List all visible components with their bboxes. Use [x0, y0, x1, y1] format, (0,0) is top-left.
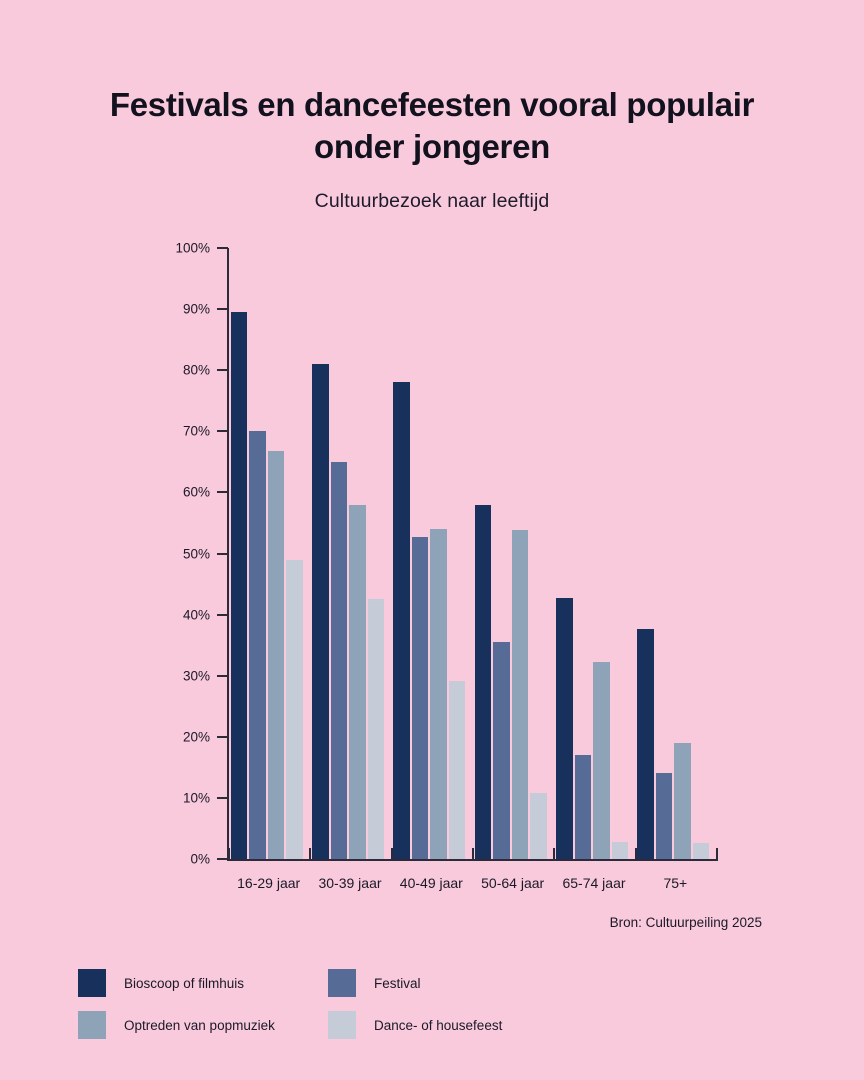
bar-chart-plot-area: 0% 10% 20% 30% 40% 50% 60% 70% 80% 90% 100% 16-29 j… [175, 241, 718, 891]
bar-group [312, 248, 384, 859]
chart-header: Festivals en dancefeesten vooral populai… [0, 0, 864, 213]
bar[interactable] [411, 537, 429, 859]
bar-group [393, 248, 466, 859]
y-axis-tick-label: 80% [182, 362, 210, 378]
bar-group [474, 248, 547, 859]
bar[interactable] [493, 642, 510, 859]
y-axis-tick-label: 30% [182, 668, 210, 684]
y-axis-tick-label: 0% [190, 851, 210, 867]
bar[interactable] [511, 530, 529, 859]
page-title: Festivals en dancefeesten vooral populai… [109, 86, 755, 166]
y-axis-tick-label: 40% [182, 607, 210, 623]
bar-group [556, 248, 628, 859]
y-axis-tick [217, 491, 228, 494]
legend-label: Dance- of housefeest [374, 1017, 503, 1033]
bar[interactable] [448, 680, 466, 859]
y-axis-tick [217, 674, 228, 677]
x-axis-tick [634, 848, 637, 861]
chart-legend: Bioscoop of filmhuis Festival Optreden van… [78, 962, 638, 1046]
y-axis-tick-label: 70% [182, 423, 210, 439]
x-axis-tick-label: 16-29 jaar [237, 875, 301, 891]
bar[interactable] [474, 504, 492, 859]
y-axis-tick-label: 20% [182, 729, 210, 745]
bar[interactable] [692, 842, 710, 859]
legend-item[interactable]: Festival [328, 969, 578, 997]
chart-subtitle: Cultuurbezoek naar leeftijd [314, 190, 550, 213]
y-axis-tick-label: 90% [182, 301, 210, 317]
source-note: Bron: Cultuurpeiling 2025 [609, 915, 762, 930]
x-axis-tick [553, 848, 556, 861]
legend-swatch [328, 969, 356, 997]
legend-item[interactable]: Dance- of housefeest [328, 1011, 578, 1039]
x-axis-tick-label: 40-49 jaar [399, 875, 463, 891]
y-axis-tick [217, 796, 228, 799]
bar[interactable] [393, 382, 410, 859]
y-axis-tick-label: 100% [175, 240, 210, 256]
bar[interactable] [674, 742, 691, 859]
bar[interactable] [556, 598, 573, 859]
x-axis-tick [716, 848, 718, 861]
y-axis-tick [217, 735, 228, 738]
bar[interactable] [330, 461, 347, 859]
y-axis-tick-label: 60% [182, 484, 210, 500]
bar[interactable] [312, 364, 329, 859]
bar[interactable] [286, 559, 303, 859]
x-axis-tick [472, 848, 474, 861]
x-axis-tick-label: 50-64 jaar [481, 875, 545, 891]
bar[interactable] [593, 661, 610, 859]
bar-group [230, 248, 303, 859]
legend-label: Optreden van popmuziek [124, 1017, 275, 1033]
bar[interactable] [655, 773, 673, 859]
legend-swatch [78, 969, 106, 997]
bar[interactable] [249, 431, 266, 859]
x-axis-tick-label: 65-74 jaar [562, 875, 626, 891]
y-axis-tick [217, 247, 228, 249]
y-axis-tick [217, 552, 228, 555]
x-axis-tick [390, 848, 393, 861]
x-axis-tick [228, 848, 230, 861]
bar[interactable] [637, 629, 654, 859]
bar[interactable] [430, 529, 447, 859]
bar-group [637, 248, 710, 859]
bar[interactable] [230, 312, 248, 859]
bar[interactable] [530, 793, 547, 859]
legend-item[interactable]: Bioscoop of filmhuis [78, 969, 328, 997]
y-axis-tick-label: 50% [182, 546, 210, 561]
bar[interactable] [349, 504, 366, 859]
y-axis-tick [217, 430, 228, 433]
y-axis-line [227, 248, 229, 859]
legend-item[interactable]: Optreden van popmuziek [78, 1011, 328, 1039]
bar[interactable] [267, 450, 285, 859]
bar[interactable] [611, 841, 628, 859]
y-axis-tick [217, 613, 228, 616]
y-axis-tick [217, 308, 228, 311]
y-axis-tick-label: 10% [182, 790, 210, 806]
bar[interactable] [574, 755, 591, 859]
bar[interactable] [367, 598, 384, 859]
y-axis-tick [217, 369, 228, 372]
legend-swatch [78, 1011, 106, 1039]
x-axis-tick-label: 30-39 jaar [318, 875, 382, 891]
legend-label: Bioscoop of filmhuis [124, 975, 245, 991]
x-axis-tick [309, 848, 312, 861]
legend-label: Festival [374, 975, 421, 991]
x-axis-tick-label: 75+ [663, 875, 688, 891]
y-axis-tick [217, 858, 228, 860]
legend-swatch [328, 1011, 356, 1039]
